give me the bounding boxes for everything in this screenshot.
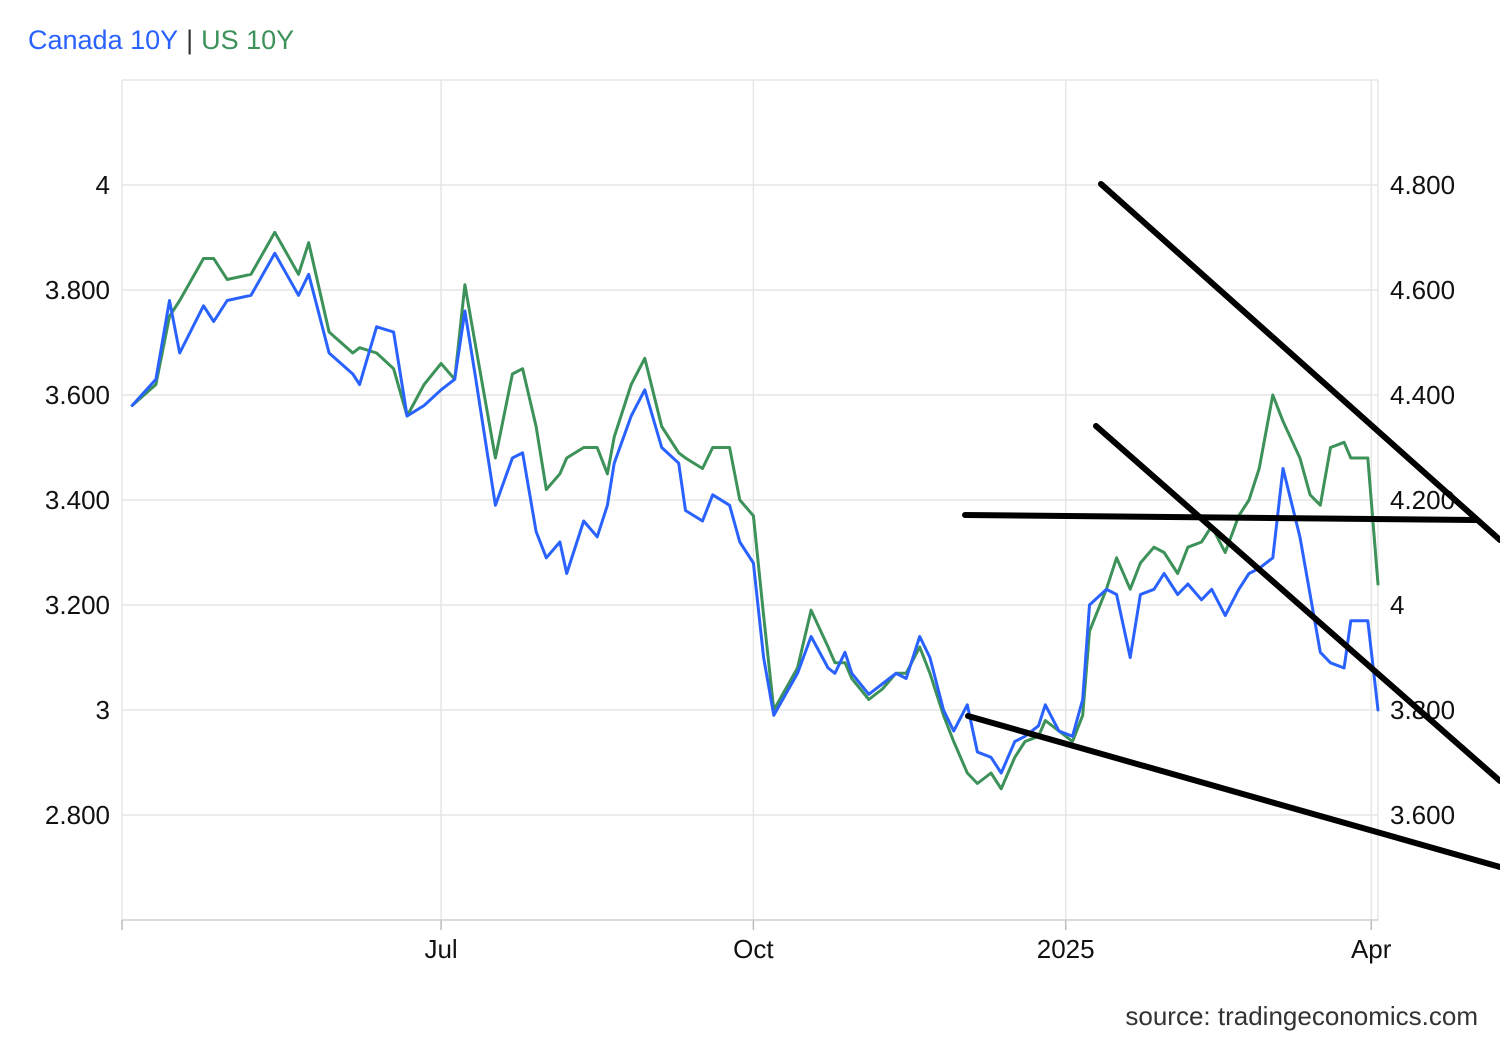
y-left-tick-label: 3.800 — [45, 275, 110, 305]
x-tick-label: Oct — [733, 934, 774, 964]
y-right-tick-label: 4.800 — [1390, 170, 1455, 200]
series-lines — [130, 230, 1380, 791]
axes: 4 3.800 3.600 3.400 3.200 3 2.800 4.800 4.600 4.4… — [45, 170, 1455, 964]
y-left-tick-label: 4 — [96, 170, 110, 200]
y-right-tick-label: 4 — [1390, 590, 1404, 620]
middle-trendline — [1093, 423, 1500, 784]
series-line-us-10y[interactable] — [130, 230, 1380, 791]
trendline-annotations — [962, 181, 1500, 870]
y-left-tick-label: 2.800 — [45, 800, 110, 830]
legend: Canada 10Y | US 10Y — [28, 25, 294, 55]
series-line-canada-10y[interactable] — [130, 251, 1380, 775]
y-right-tick-label: 4.600 — [1390, 275, 1455, 305]
legend-canada-10y[interactable]: Canada 10Y — [28, 25, 178, 55]
y-right-tick-label: 3.600 — [1390, 800, 1455, 830]
legend-us-10y[interactable]: US 10Y — [201, 25, 294, 55]
x-tick-label: 2025 — [1037, 934, 1095, 964]
grid — [121, 79, 1379, 920]
legend-separator: | — [186, 25, 193, 55]
y-left-tick-label: 3.400 — [45, 485, 110, 515]
y-left-tick-label: 3.600 — [45, 380, 110, 410]
x-tick-label: Apr — [1351, 934, 1392, 964]
y-left-tick-label: 3 — [96, 695, 110, 725]
lower-trendline — [965, 713, 1500, 870]
source-label[interactable]: source: tradingeconomics.com — [1125, 1001, 1478, 1031]
horizontal-support-line — [962, 512, 1479, 523]
upper-trendline — [1098, 181, 1500, 543]
y-right-tick-label: 4.400 — [1390, 380, 1455, 410]
y-left-tick-label: 3.200 — [45, 590, 110, 620]
x-tick-label: Jul — [424, 934, 457, 964]
